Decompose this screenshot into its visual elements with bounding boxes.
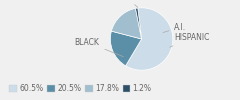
Wedge shape <box>126 8 173 70</box>
Wedge shape <box>111 8 142 39</box>
Text: WHITE: WHITE <box>112 0 138 8</box>
Legend: 60.5%, 20.5%, 17.8%, 1.2%: 60.5%, 20.5%, 17.8%, 1.2% <box>6 81 155 96</box>
Text: A.I.: A.I. <box>163 23 186 33</box>
Wedge shape <box>110 31 142 66</box>
Text: BLACK: BLACK <box>75 38 123 57</box>
Text: HISPANIC: HISPANIC <box>170 33 210 47</box>
Wedge shape <box>135 8 142 39</box>
